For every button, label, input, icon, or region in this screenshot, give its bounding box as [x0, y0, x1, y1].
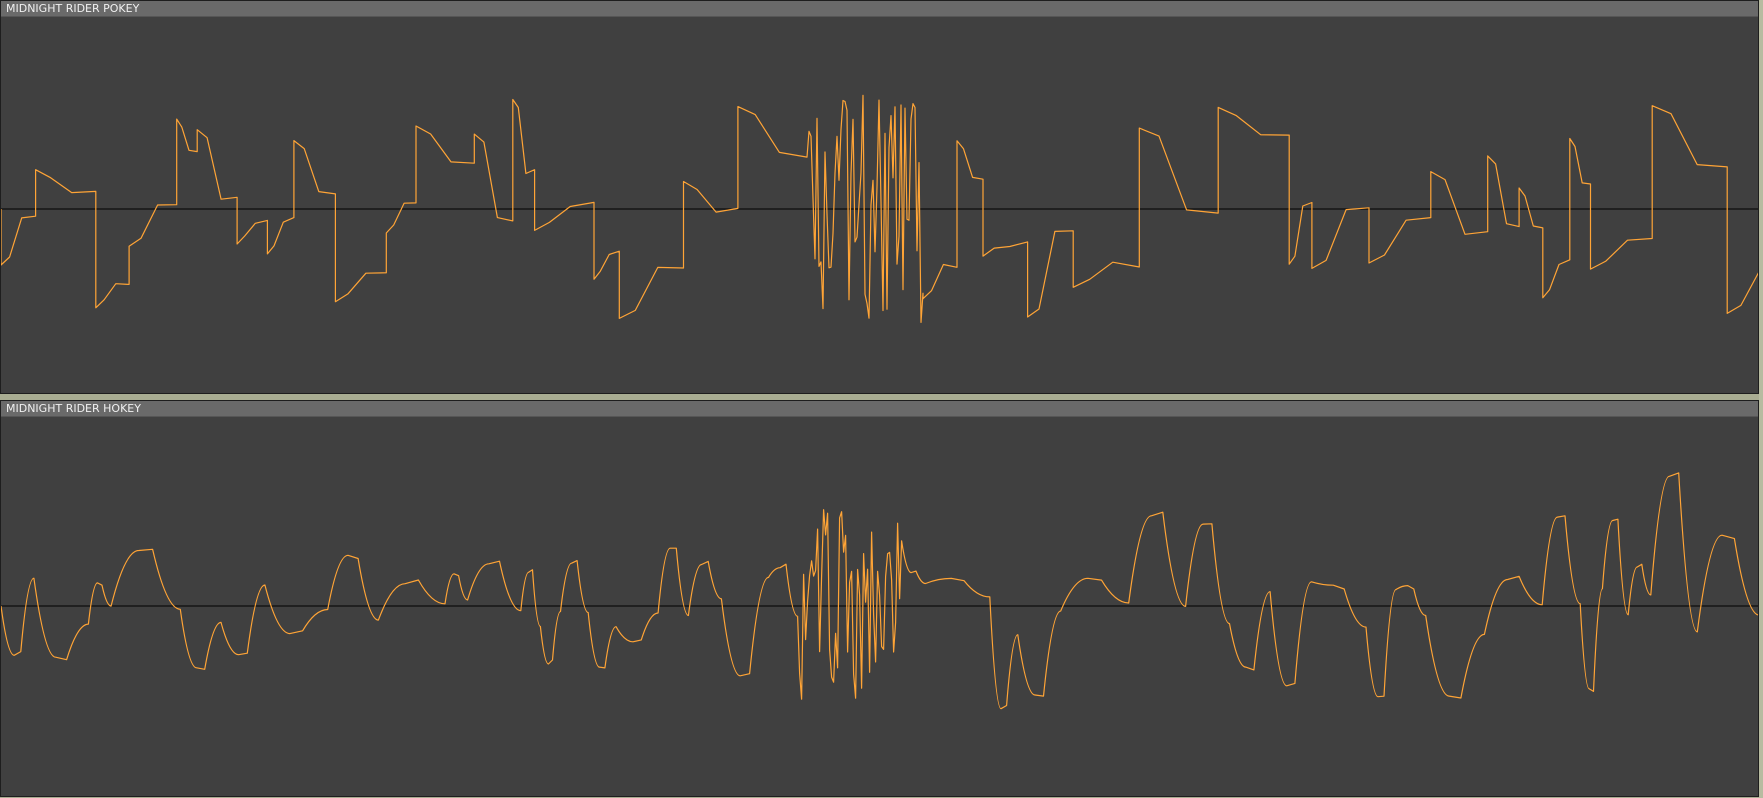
waveform-path-hokey	[1, 472, 1758, 710]
track-header-pokey[interactable]: MIDNIGHT RIDER POKEY	[1, 1, 1758, 17]
waveform-hokey[interactable]	[1, 417, 1758, 796]
window-edge	[1759, 0, 1763, 798]
track-title-hokey: MIDNIGHT RIDER HOKEY	[6, 402, 141, 415]
track-title-pokey: MIDNIGHT RIDER POKEY	[6, 2, 140, 15]
waveform-pokey[interactable]	[1, 17, 1758, 393]
track-hokey[interactable]: MIDNIGHT RIDER HOKEY	[0, 400, 1759, 797]
waveform-path-pokey	[1, 94, 1758, 323]
track-header-hokey[interactable]: MIDNIGHT RIDER HOKEY	[1, 401, 1758, 417]
track-pokey[interactable]: MIDNIGHT RIDER POKEY	[0, 0, 1759, 394]
waveform-area-pokey[interactable]	[1, 17, 1758, 393]
waveform-area-hokey[interactable]	[1, 417, 1758, 796]
